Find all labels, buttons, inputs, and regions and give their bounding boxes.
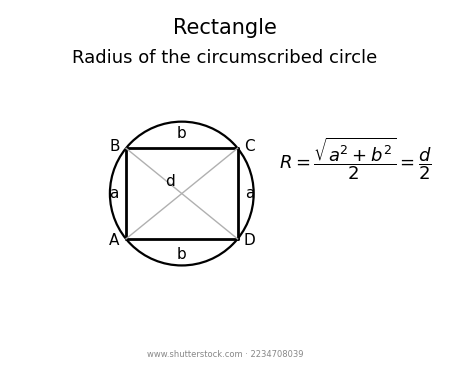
Text: a: a: [109, 186, 118, 201]
Text: www.shutterstock.com · 2234708039: www.shutterstock.com · 2234708039: [147, 350, 303, 359]
Text: B: B: [109, 139, 120, 154]
Text: $R = \dfrac{\sqrt{a^2 + b^2}}{2} = \dfrac{d}{2}$: $R = \dfrac{\sqrt{a^2 + b^2}}{2} = \dfra…: [279, 135, 432, 182]
Text: Rectangle: Rectangle: [173, 18, 277, 38]
Text: A: A: [109, 233, 120, 248]
Text: a: a: [245, 186, 255, 201]
Text: Radius of the circumscribed circle: Radius of the circumscribed circle: [72, 49, 378, 67]
Text: D: D: [244, 233, 256, 248]
Text: d: d: [165, 174, 175, 189]
Text: C: C: [244, 139, 255, 154]
Text: b: b: [177, 126, 187, 141]
Text: b: b: [177, 247, 187, 262]
